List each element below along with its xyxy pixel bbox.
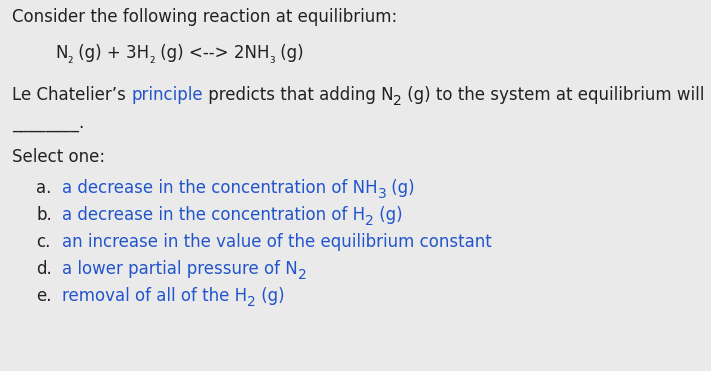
Text: Le Chatelier’s: Le Chatelier’s [12, 86, 131, 104]
Text: removal of all of the H: removal of all of the H [62, 287, 247, 305]
Text: predicts that adding N: predicts that adding N [203, 86, 393, 104]
Text: principle: principle [131, 86, 203, 104]
Text: 3: 3 [378, 187, 386, 201]
Text: (g): (g) [256, 287, 284, 305]
Text: ₂: ₂ [149, 52, 154, 66]
Text: a decrease in the concentration of H: a decrease in the concentration of H [62, 206, 365, 224]
Text: a decrease in the concentration of NH: a decrease in the concentration of NH [62, 179, 378, 197]
Text: (g): (g) [274, 44, 304, 62]
Text: c.: c. [36, 233, 50, 251]
Text: an increase in the value of the equilibrium constant: an increase in the value of the equilibr… [62, 233, 492, 251]
Text: Select one:: Select one: [12, 148, 105, 166]
Text: (g): (g) [374, 206, 402, 224]
Text: N: N [55, 44, 68, 62]
Text: b.: b. [36, 206, 52, 224]
Text: 2: 2 [298, 268, 306, 282]
Text: (g) <--> 2NH: (g) <--> 2NH [154, 44, 269, 62]
Text: ₃: ₃ [269, 52, 274, 66]
Text: (g) to the system at equilibrium will result in: (g) to the system at equilibrium will re… [402, 86, 711, 104]
Text: ________.: ________. [12, 114, 84, 132]
Text: 2: 2 [393, 94, 402, 108]
Text: 2: 2 [365, 214, 374, 228]
Text: a lower partial pressure of N: a lower partial pressure of N [62, 260, 298, 278]
Text: (g): (g) [386, 179, 415, 197]
Text: a.: a. [36, 179, 51, 197]
Text: ₂: ₂ [68, 52, 73, 66]
Text: 2: 2 [247, 295, 256, 309]
Text: e.: e. [36, 287, 51, 305]
Text: d.: d. [36, 260, 52, 278]
Text: (g) + 3H: (g) + 3H [73, 44, 149, 62]
Text: Consider the following reaction at equilibrium:: Consider the following reaction at equil… [12, 8, 397, 26]
